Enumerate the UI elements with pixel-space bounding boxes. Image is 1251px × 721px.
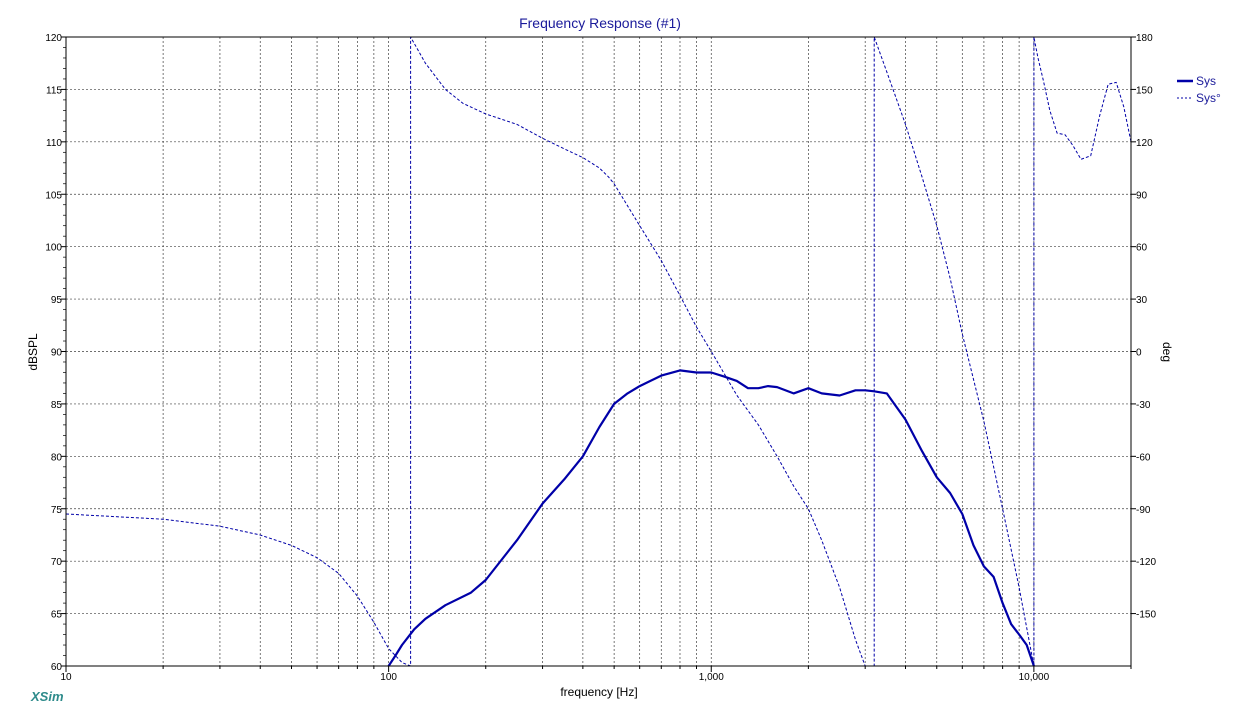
series-line-sys-phase — [65, 36, 1132, 667]
y-right-tick-label: 120 — [1136, 138, 1153, 149]
y-right-tick-label: 150 — [1136, 85, 1153, 96]
x-axis-title: frequency [Hz] — [560, 685, 637, 699]
y-left-tick-label: 85 — [51, 400, 63, 411]
grid-layer — [66, 37, 1131, 666]
x-tick-label: 100 — [380, 672, 397, 683]
y-right-tick-label: 90 — [1136, 190, 1148, 201]
y-axis-left-title: dBSPL — [26, 333, 40, 371]
series-line-sys — [387, 369, 1035, 667]
legend-label-sys: Sys — [1196, 74, 1216, 88]
x-tick-label: 10 — [60, 672, 72, 683]
y-left-tick-label: 90 — [51, 348, 63, 359]
y-left-tick-label: 105 — [45, 190, 62, 201]
y-left-tick-label: 65 — [51, 610, 63, 621]
y-right-tick-label: 180 — [1136, 33, 1153, 44]
series-layer — [65, 36, 1132, 667]
y-right-tick-label: -120 — [1136, 557, 1156, 568]
y-left-tick-label: 70 — [51, 557, 63, 568]
y-left-tick-label: 80 — [51, 452, 63, 463]
plot-frame — [65, 36, 1132, 667]
y-right-tick-label: -30 — [1136, 400, 1151, 411]
y-left-tick-label: 110 — [46, 138, 62, 149]
legend-label-sys-phase: Sys° — [1196, 91, 1221, 105]
y-right-tick-label: 30 — [1136, 295, 1148, 306]
y-right-tick-label: 0 — [1136, 348, 1142, 359]
y-right-tick-label: -60 — [1136, 452, 1151, 463]
y-right-tick-label: -90 — [1136, 505, 1151, 516]
y-left-tick-label: 100 — [45, 243, 62, 254]
y-left-tick-label: 120 — [45, 33, 62, 44]
legend: Sys Sys° — [1177, 74, 1221, 105]
chart-title: Frequency Response (#1) — [519, 15, 681, 31]
y-left-tick-label: 75 — [51, 505, 63, 516]
y-right-tick-label: 60 — [1136, 243, 1148, 254]
y-axis-right-title: deg — [1160, 342, 1174, 362]
y-left-tick-label: 115 — [46, 85, 62, 96]
y-left-tick-label: 95 — [51, 295, 63, 306]
x-tick-label: 1,000 — [699, 672, 724, 683]
y-left-tick-label: 60 — [51, 662, 63, 673]
brand-logo: XSim — [30, 689, 64, 704]
y-right-tick-label: -150 — [1136, 610, 1156, 621]
x-tick-label: 10,000 — [1019, 672, 1050, 683]
